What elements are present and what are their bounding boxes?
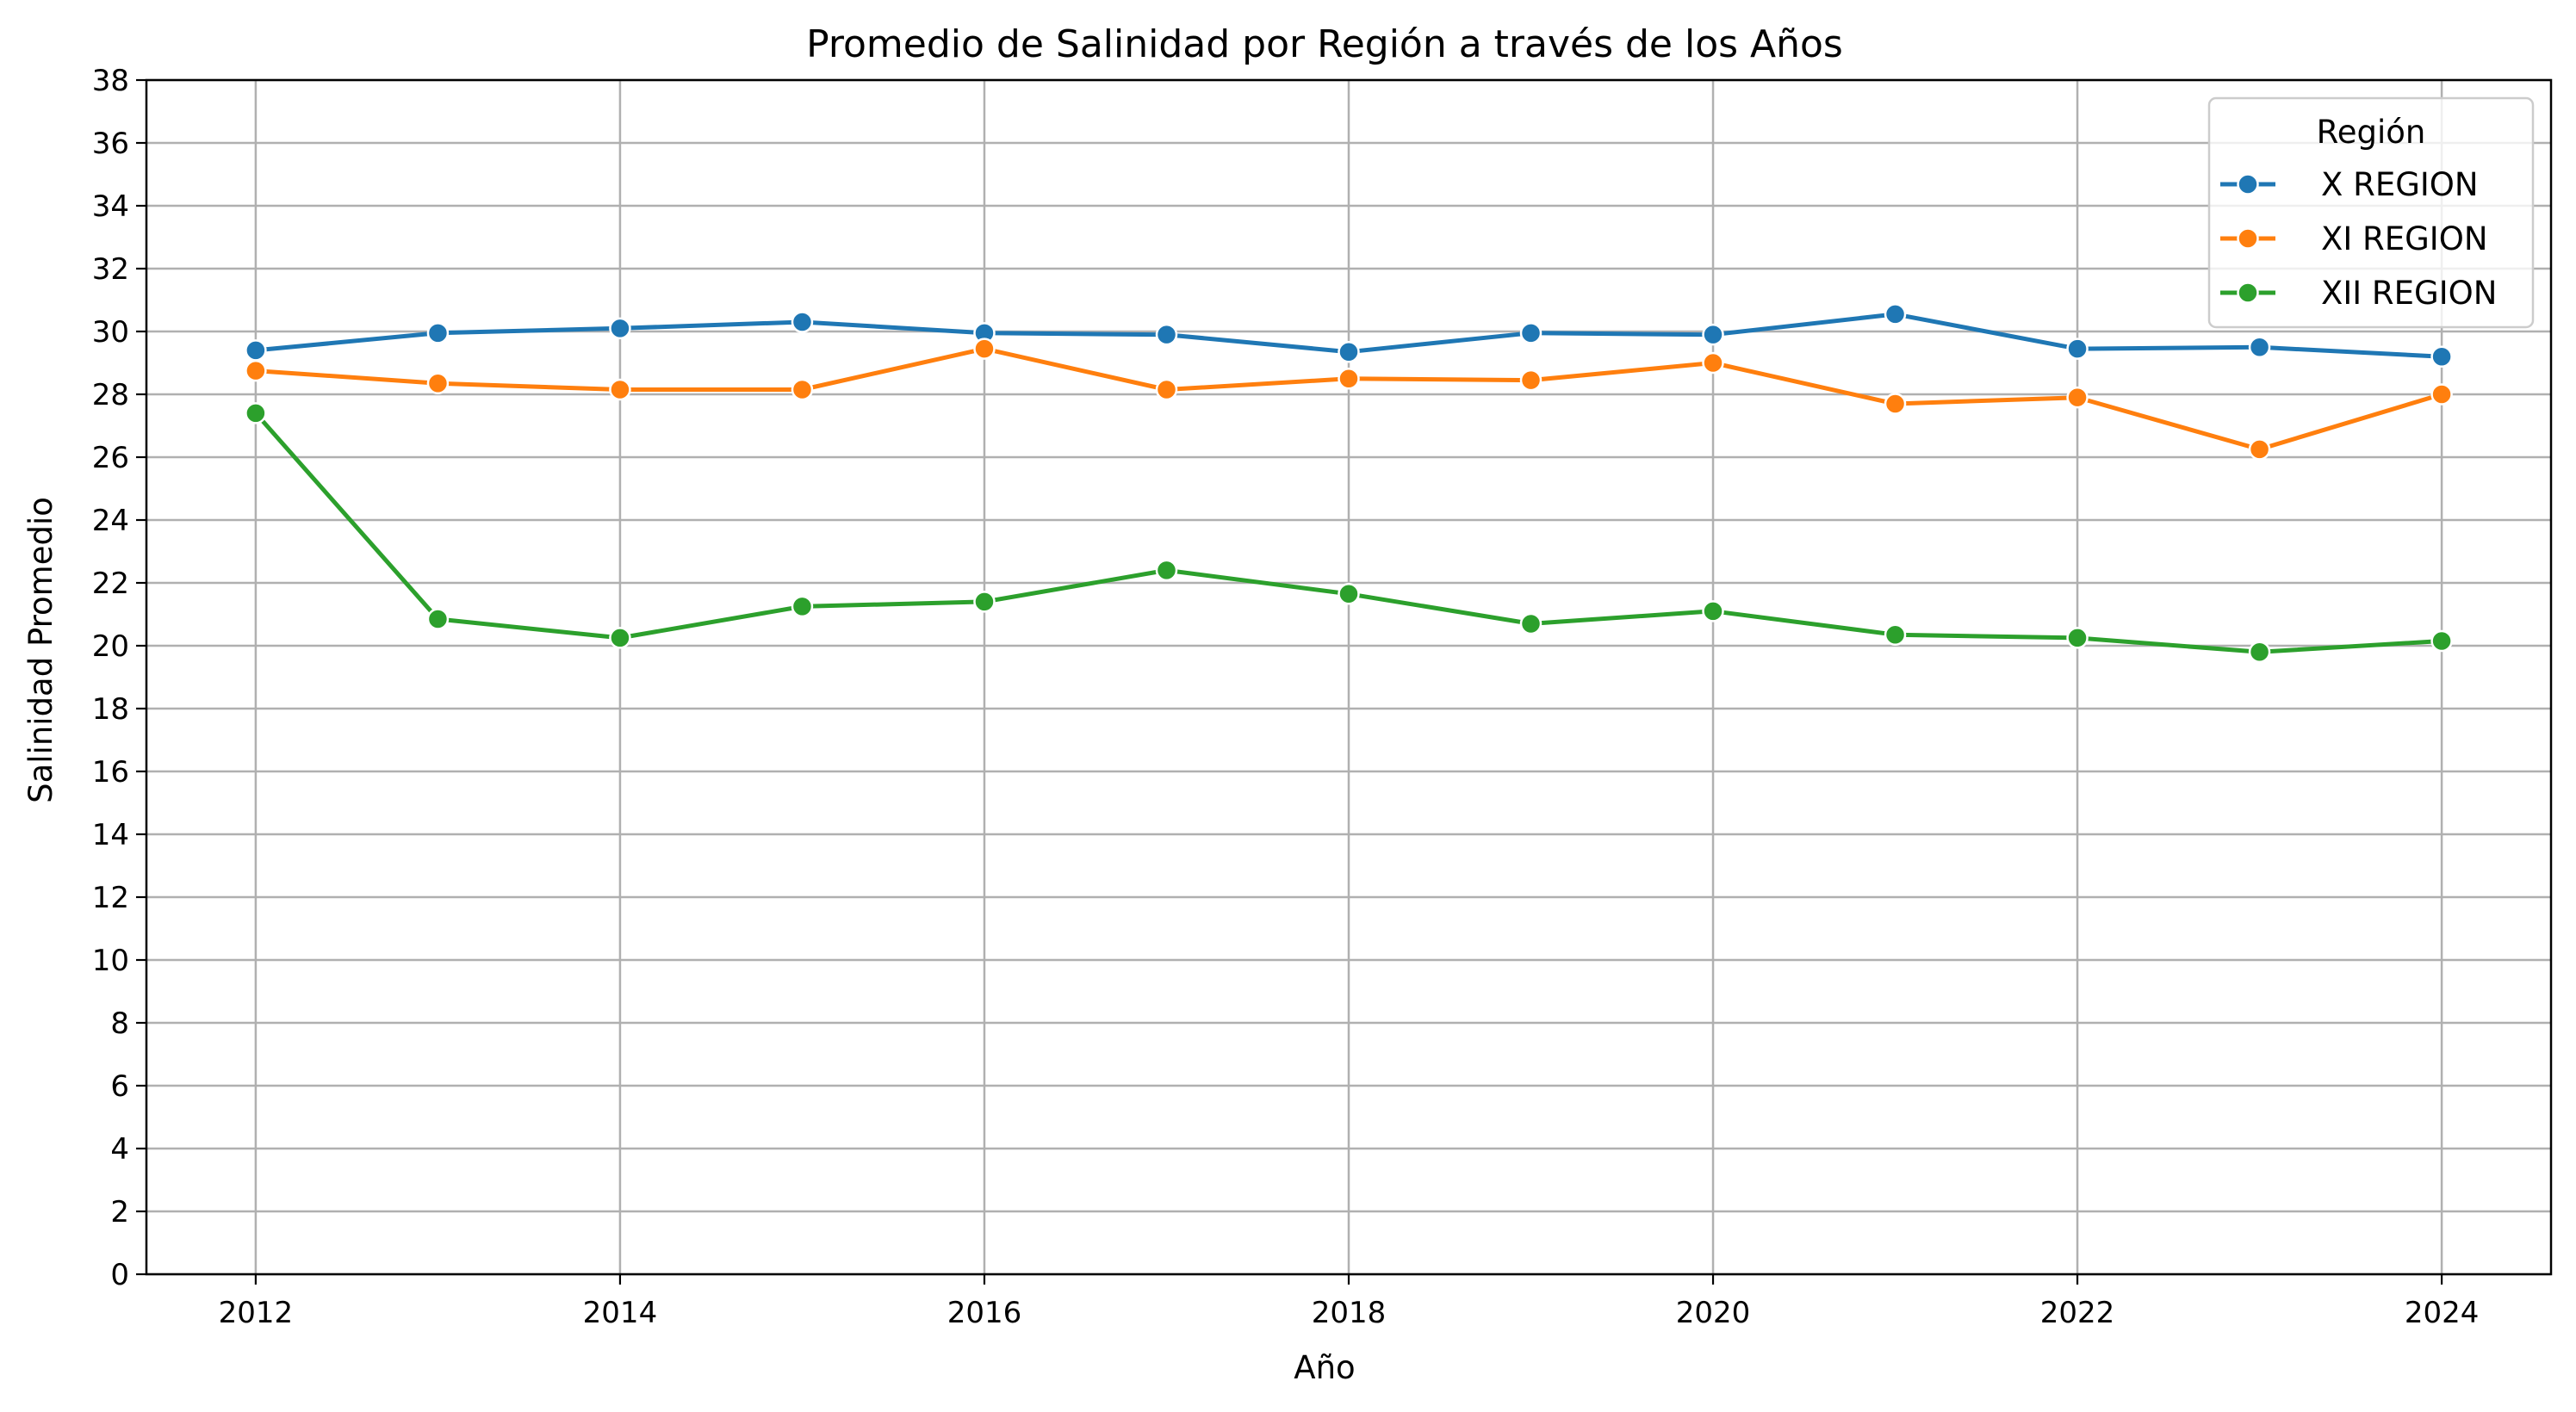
- y-tick-label-24: 24: [92, 504, 129, 538]
- data-point-3-2018: [1338, 583, 1360, 605]
- legend-label-1: X REGION: [2321, 166, 2479, 203]
- legend-label-3: XII REGION: [2321, 275, 2497, 312]
- x-tick-label-2020: 2020: [1676, 1296, 1751, 1330]
- y-tick-label-28: 28: [92, 378, 129, 412]
- data-point-2-2012: [245, 359, 267, 382]
- series-2: [245, 338, 2453, 461]
- x-tick-label-2012: 2012: [219, 1296, 294, 1330]
- y-tick-label-18: 18: [92, 692, 129, 727]
- y-tick-label-20: 20: [92, 629, 129, 664]
- y-tick-label-26: 26: [92, 441, 129, 475]
- data-point-1-2021: [1884, 303, 1907, 325]
- x-tick-label-2014: 2014: [583, 1296, 658, 1330]
- data-point-1-2013: [426, 322, 450, 344]
- series-group: [245, 303, 2453, 664]
- y-tick-label-8: 8: [110, 1006, 129, 1041]
- data-point-3-2019: [1519, 612, 1542, 635]
- data-point-1-2015: [791, 311, 814, 333]
- data-point-2-2018: [1338, 368, 1360, 390]
- legend: Región X REGION XI REGION XII REGION: [2207, 96, 2535, 329]
- x-tick-label-2016: 2016: [947, 1296, 1022, 1330]
- data-point-3-2023: [2248, 641, 2271, 664]
- y-axis-label: Salinidad Promedio: [22, 497, 59, 803]
- legend-entry-1: X REGION: [2220, 166, 2479, 203]
- data-point-2-2014: [609, 378, 631, 401]
- series-1: [245, 303, 2453, 368]
- legend-entry-3: XII REGION: [2220, 275, 2497, 312]
- y-tick-label-34: 34: [92, 189, 129, 224]
- data-point-2-2024: [2430, 383, 2453, 406]
- y-tick-label-14: 14: [92, 818, 129, 852]
- data-point-3-2017: [1155, 559, 1178, 582]
- data-point-3-2024: [2430, 629, 2453, 653]
- axes: 2012 2014 2016 2018 2020 2022 2024024681012141…: [92, 64, 2553, 1330]
- data-point-2-2016: [973, 338, 996, 360]
- y-tick-label-22: 22: [92, 567, 129, 601]
- legend-label-2: XI REGION: [2321, 220, 2488, 257]
- data-point-2-2020: [1702, 351, 1724, 375]
- legend-box: [2207, 96, 2535, 329]
- x-axis-label: Año: [1294, 1349, 1355, 1386]
- y-tick-label-4: 4: [110, 1132, 129, 1167]
- y-tick-label-38: 38: [92, 64, 129, 98]
- legend-title: Región: [2317, 114, 2426, 151]
- chart-title: Promedio de Salinidad por Región a travé…: [806, 22, 1843, 66]
- x-tick-label-2018: 2018: [1312, 1296, 1387, 1330]
- data-point-1-2019: [1519, 322, 1542, 344]
- legend-entry-2: XI REGION: [2220, 220, 2488, 257]
- y-tick-label-10: 10: [92, 944, 129, 978]
- data-point-3-2013: [426, 608, 450, 630]
- x-tick-label-2022: 2022: [2040, 1296, 2115, 1330]
- y-tick-label-12: 12: [92, 881, 129, 915]
- data-point-3-2015: [791, 595, 814, 618]
- data-point-1-2012: [245, 339, 267, 362]
- data-point-2-2022: [2066, 386, 2089, 409]
- y-tick-label-32: 32: [92, 252, 129, 287]
- grid: [146, 78, 2551, 1276]
- data-point-1-2020: [1702, 323, 1724, 346]
- data-point-1-2014: [609, 317, 631, 340]
- data-point-1-2018: [1338, 340, 1360, 363]
- y-tick-label-16: 16: [92, 755, 129, 790]
- y-tick-label-30: 30: [92, 315, 129, 350]
- data-point-3-2012: [245, 402, 267, 424]
- y-tick-label-36: 36: [92, 127, 129, 161]
- data-point-2-2017: [1155, 378, 1178, 401]
- data-point-1-2017: [1155, 323, 1178, 346]
- data-point-1-2023: [2248, 336, 2271, 358]
- data-point-2-2019: [1519, 368, 1542, 392]
- data-point-2-2021: [1884, 393, 1907, 415]
- legend-marker-2: [2237, 227, 2259, 250]
- legend-marker-1: [2237, 173, 2259, 195]
- data-point-1-2024: [2430, 345, 2453, 368]
- data-point-3-2021: [1884, 623, 1907, 646]
- series-3: [245, 402, 2453, 664]
- y-tick-label-2: 2: [110, 1195, 129, 1229]
- y-tick-label-6: 6: [110, 1069, 129, 1104]
- data-point-2-2023: [2248, 438, 2271, 461]
- data-point-3-2022: [2066, 627, 2089, 649]
- x-tick-label-2024: 2024: [2405, 1296, 2480, 1330]
- data-point-3-2020: [1702, 600, 1724, 622]
- data-point-2-2015: [791, 378, 814, 401]
- y-tick-label-0: 0: [110, 1258, 129, 1292]
- data-point-2-2013: [426, 372, 450, 394]
- legend-marker-3: [2237, 282, 2259, 304]
- data-point-3-2014: [609, 627, 631, 649]
- data-point-1-2022: [2066, 338, 2089, 360]
- data-point-3-2016: [973, 591, 996, 613]
